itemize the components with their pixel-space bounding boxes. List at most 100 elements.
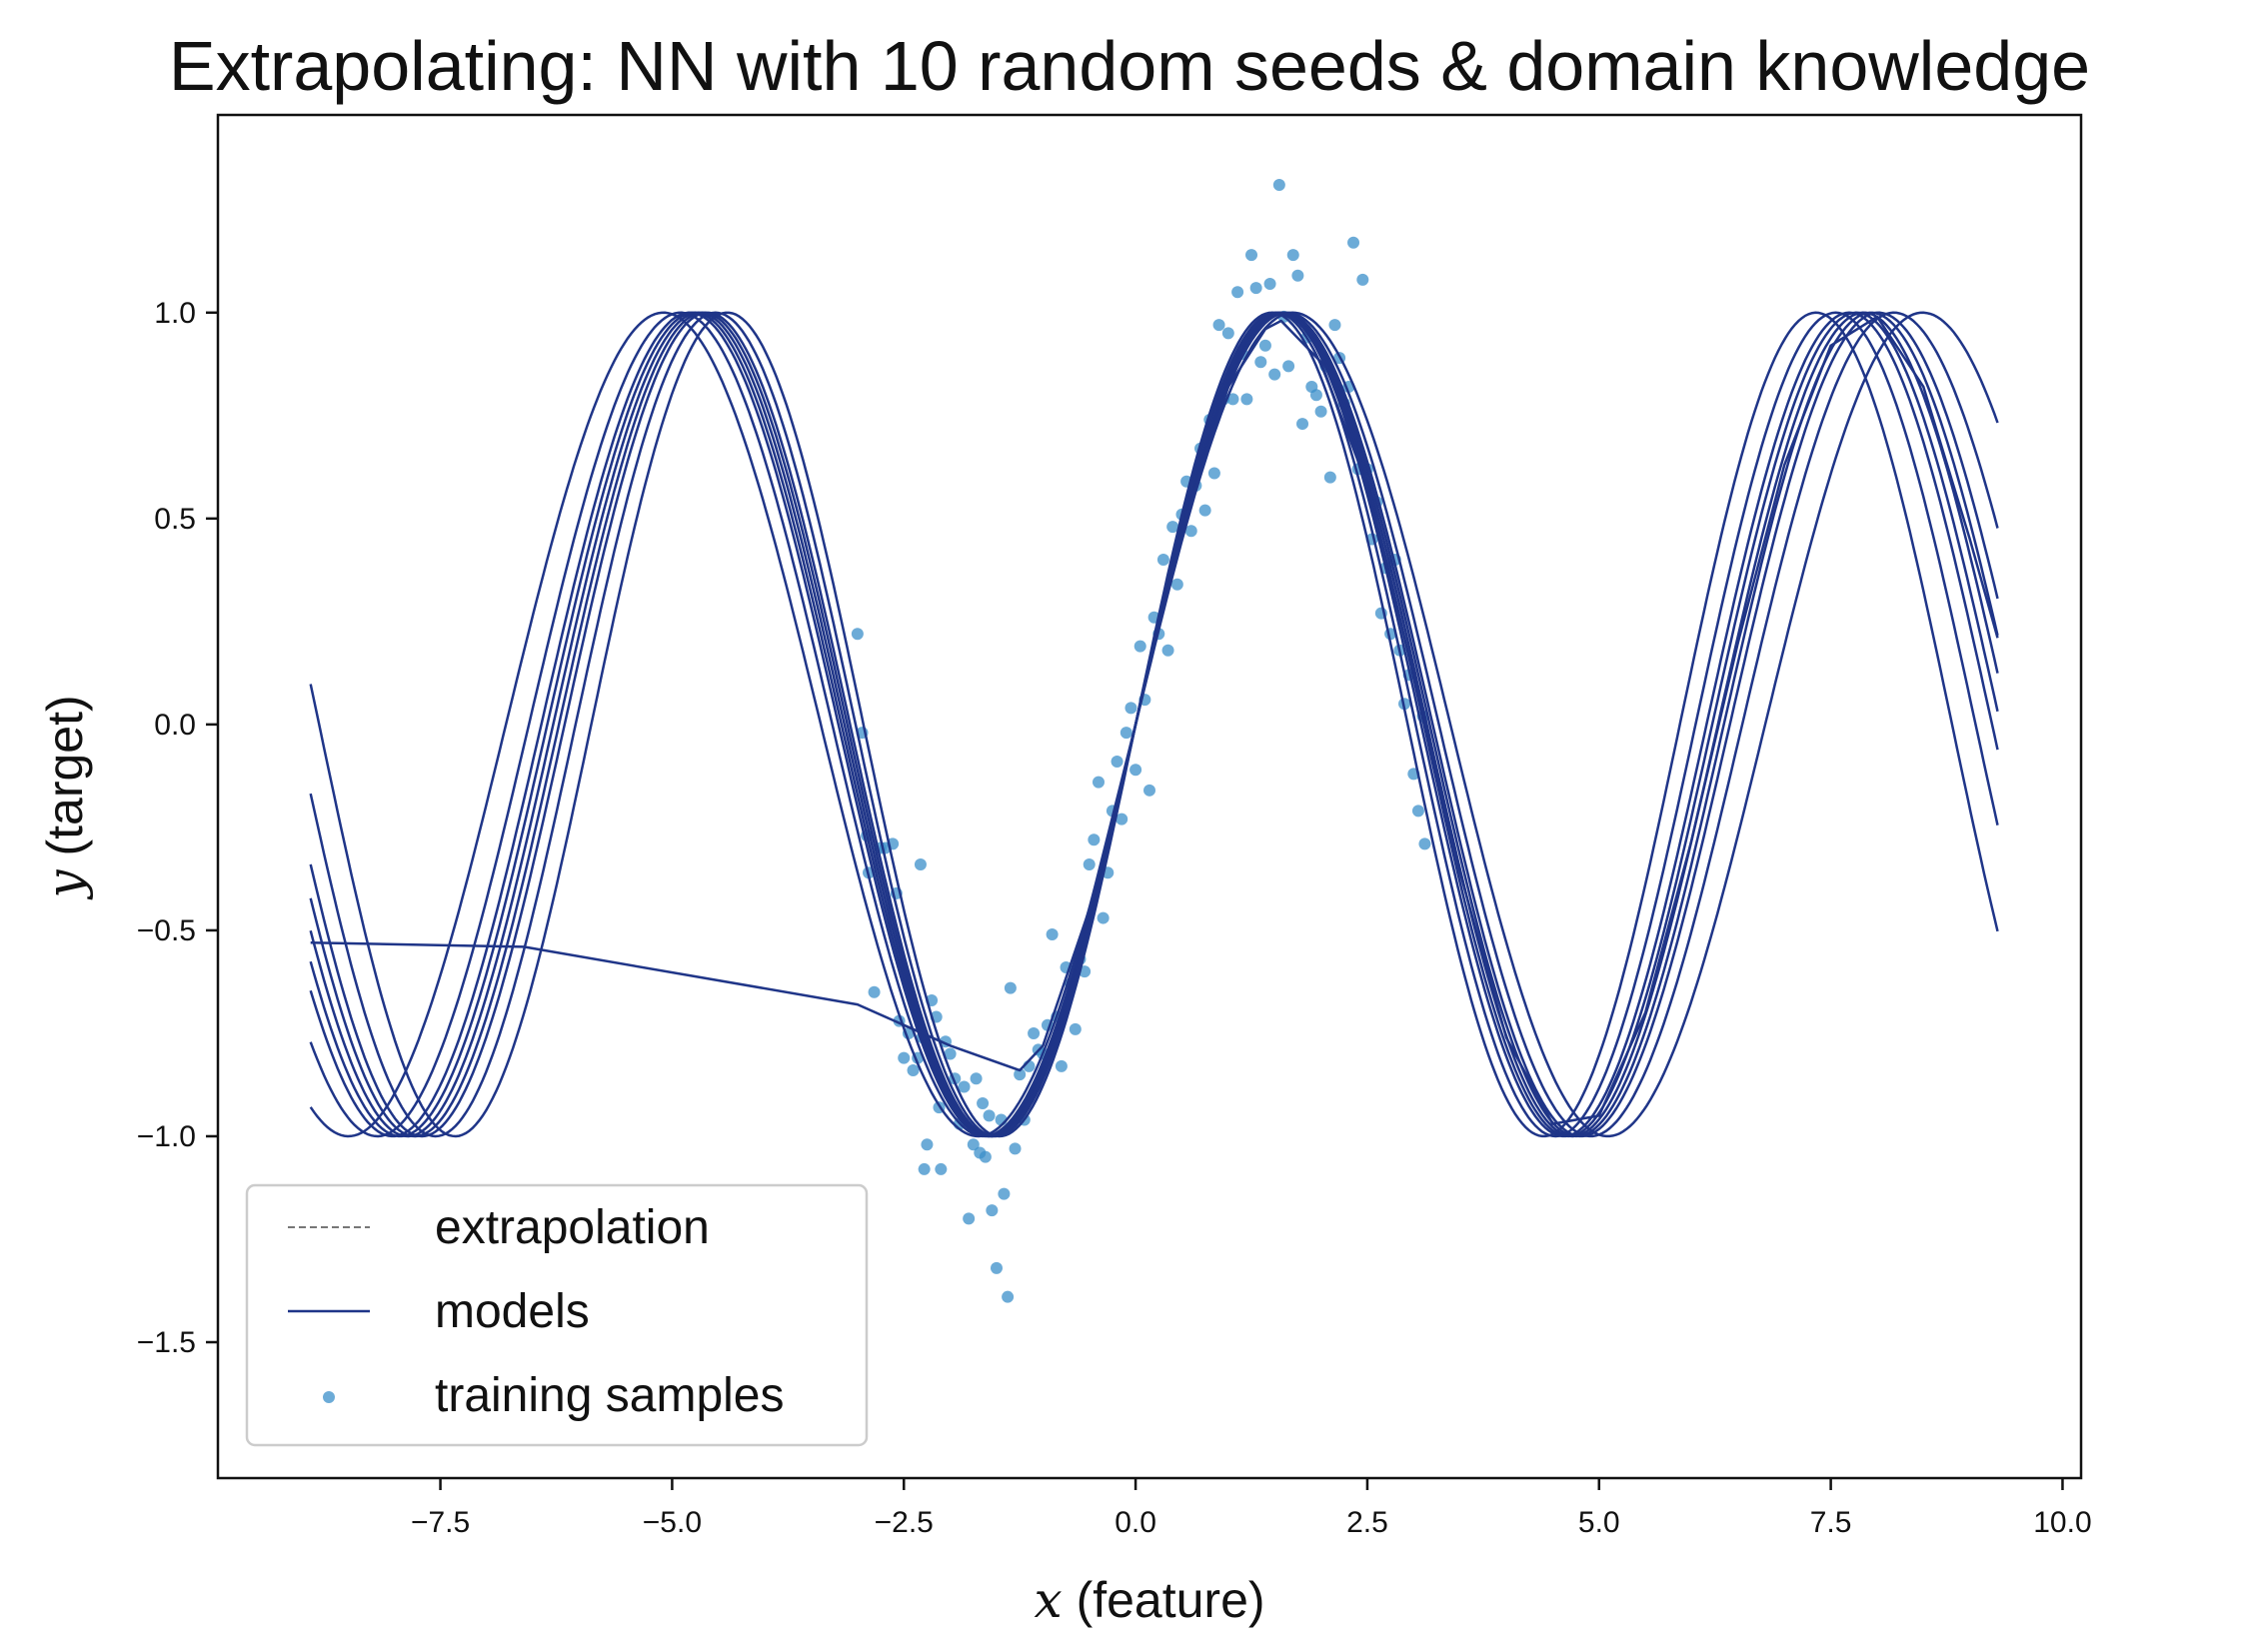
training-sample-point (868, 985, 881, 998)
training-sample-point (1411, 805, 1424, 818)
training-sample-point (1088, 833, 1101, 846)
training-sample-point (1156, 554, 1169, 567)
legend-samples-label: training samples (435, 1369, 785, 1422)
training-sample-point (1028, 1026, 1041, 1039)
training-sample-point (1268, 368, 1281, 381)
training-sample-point (1314, 405, 1327, 418)
training-sample-point (998, 1187, 1011, 1200)
legend: extrapolation models training samples (245, 1183, 869, 1447)
training-samples-layer (851, 179, 1431, 1303)
training-sample-point (898, 1051, 911, 1064)
training-sample-point (1069, 1022, 1082, 1035)
training-sample-point (1207, 467, 1220, 480)
training-sample-point (1286, 249, 1299, 262)
training-sample-point (967, 1138, 980, 1151)
legend-models-label: models (435, 1285, 590, 1338)
training-sample-point (1282, 360, 1295, 373)
training-sample-point (1170, 578, 1183, 591)
training-sample-point (979, 1150, 992, 1163)
y-tick-label: 0.0 (154, 709, 196, 742)
training-sample-point (1111, 755, 1124, 768)
training-sample-point (1231, 286, 1244, 299)
plot-frame (216, 113, 2083, 1480)
training-sample-point (1249, 282, 1262, 295)
legend-extrapolation-label: extrapolation (435, 1201, 710, 1254)
model-line (309, 311, 1999, 1138)
training-sample-point (1212, 319, 1225, 332)
training-sample-point (958, 1080, 971, 1093)
training-sample-point (1166, 521, 1179, 534)
y-tick-label: 1.0 (154, 297, 196, 330)
training-sample-point (1055, 1059, 1068, 1072)
y-axis-label: y (target) (36, 695, 94, 899)
models-layer (309, 311, 1999, 1138)
y-tick-label: −0.5 (137, 914, 196, 947)
training-sample-point (1226, 393, 1239, 406)
training-sample-point (977, 1097, 990, 1110)
training-sample-point (1323, 471, 1336, 484)
training-sample-point (1184, 525, 1197, 538)
training-sample-point (1258, 339, 1271, 352)
training-sample-point (1356, 273, 1369, 286)
training-sample-point (1083, 857, 1096, 870)
training-sample-point (1116, 813, 1128, 826)
training-sample-point (1272, 179, 1285, 192)
training-sample-point (1296, 418, 1309, 431)
model-line-outlier (310, 315, 1999, 1125)
training-sample-point (1263, 277, 1276, 290)
x-axis-ticks: −7.5 −5.0 −2.5 0.0 2.5 5.0 7.5 10.0 (411, 1478, 2092, 1539)
training-sample-point (944, 1047, 957, 1060)
chart-title: Extrapolating: NN with 10 random seeds &… (169, 27, 2090, 105)
training-sample-point (970, 1072, 983, 1085)
training-sample-point (935, 1162, 948, 1175)
legend-box (245, 1183, 869, 1447)
training-sample-point (990, 1261, 1003, 1274)
y-axis-variable: y (36, 869, 94, 900)
training-sample-point (1221, 327, 1234, 340)
training-sample-point (963, 1212, 976, 1225)
training-sample-point (1002, 1290, 1015, 1303)
training-sample-point (907, 1064, 920, 1077)
training-sample-point (983, 1109, 996, 1122)
training-sample-point (1347, 236, 1360, 249)
training-sample-point (1240, 393, 1253, 406)
y-tick-label: 0.5 (154, 503, 196, 536)
training-sample-point (986, 1204, 999, 1217)
training-sample-point (1133, 640, 1146, 653)
training-sample-point (1291, 269, 1304, 282)
y-tick-label: −1.0 (137, 1120, 196, 1153)
training-sample-point (1309, 389, 1322, 402)
training-sample-point (1129, 764, 1142, 777)
plot-area (309, 179, 1999, 1303)
x-tick-label: 10.0 (2033, 1506, 2091, 1539)
x-tick-label: 7.5 (1810, 1506, 1852, 1539)
training-sample-point (1143, 784, 1155, 797)
training-sample-point (1418, 837, 1431, 850)
training-sample-point (1254, 356, 1267, 369)
y-tick-label: −1.5 (137, 1326, 196, 1359)
training-sample-point (1046, 928, 1059, 941)
training-sample-point (1014, 1068, 1027, 1081)
x-tick-label: −7.5 (411, 1506, 470, 1539)
x-tick-label: 5.0 (1578, 1506, 1620, 1539)
training-sample-point (1328, 319, 1341, 332)
training-sample-point (1092, 776, 1105, 789)
x-tick-label: −2.5 (875, 1506, 934, 1539)
training-sample-point (918, 1162, 931, 1175)
training-sample-point (1009, 1142, 1022, 1155)
x-axis-label: x (feature) (1034, 1571, 1264, 1629)
training-sample-point (1161, 644, 1174, 657)
x-tick-label: 0.0 (1115, 1506, 1156, 1539)
y-axis-ticks: 1.0 0.5 0.0 −0.5 −1.0 −1.5 (137, 297, 218, 1359)
x-axis-variable: x (1034, 1571, 1062, 1629)
training-sample-point (1125, 702, 1137, 715)
x-axis-label-text: (feature) (1063, 1572, 1265, 1628)
x-tick-label: 2.5 (1346, 1506, 1388, 1539)
x-tick-label: −5.0 (643, 1506, 702, 1539)
training-sample-point (1004, 981, 1017, 994)
training-sample-point (1198, 504, 1211, 517)
training-sample-point (921, 1138, 934, 1151)
y-axis-label-text: (target) (37, 695, 93, 869)
legend-samples-swatch (323, 1391, 335, 1403)
